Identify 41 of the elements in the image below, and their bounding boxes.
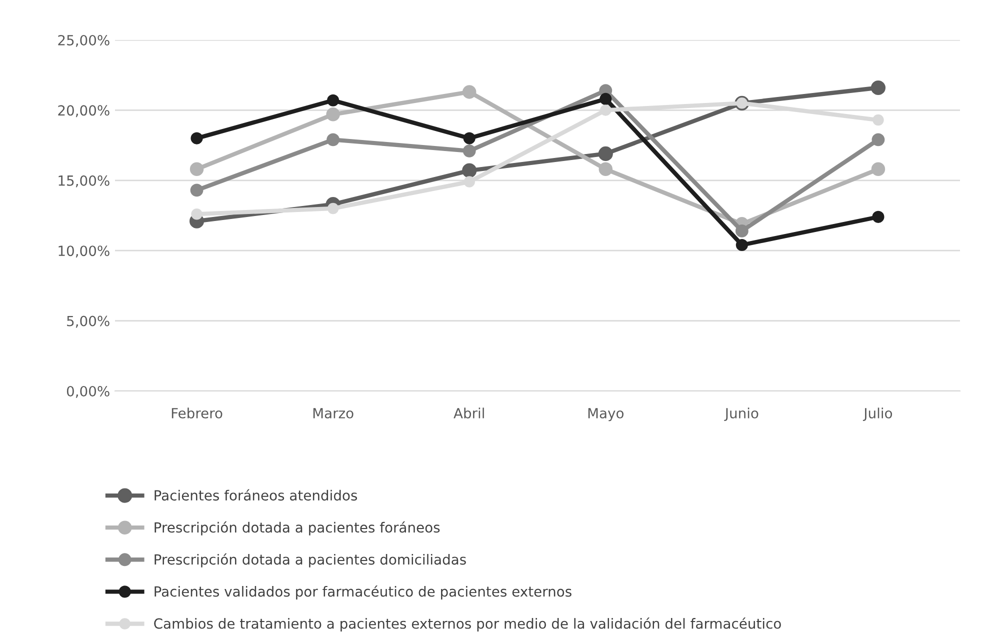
legend-label: Prescripción dotada a pacientes domiciliadas [154,553,466,568]
point [190,184,204,197]
point [327,202,339,214]
y-tick-label: 10,00% [58,246,110,258]
y-tick-label: 25,00% [58,34,110,47]
y-tick-label: 5,00% [67,316,110,328]
point [872,210,884,223]
point [462,144,476,158]
point [190,162,204,176]
point [326,133,340,146]
y-tick-label: 15,00% [58,175,110,188]
legend-label: Cambios de tratamiento a pacientes externos por medio de la validación del farmacéutico [154,618,781,632]
point [872,133,885,146]
legend-label: Pacientes validados por farmacéutico de pacientes externos [154,585,572,600]
legend-label: Pacientes foráneos atendidos [154,489,358,501]
point [870,80,886,96]
y-tick-label: 0,00% [66,386,110,398]
x-tick-label: Mayo [588,408,624,422]
legend-label: Prescripción dotada a pacientes foráneos [154,521,440,536]
point [600,104,612,116]
x-tick-label: Marzo [313,408,354,418]
point [735,224,748,238]
x-tick-label: Julio [862,408,892,421]
x-tick-label: Abril [454,408,484,418]
point [464,176,475,188]
point [600,92,612,106]
point [462,163,477,178]
point [736,238,748,252]
point [327,94,340,106]
point [326,108,340,122]
point [598,146,613,162]
point [871,162,886,176]
point [463,132,476,144]
point [190,132,203,144]
point [191,208,202,220]
point [462,85,476,99]
point [598,162,613,176]
x-tick-label: Junio [724,408,758,421]
x-tick-label: Febrero [172,408,222,418]
y-tick-label: 20,00% [58,105,110,118]
point [872,114,884,126]
